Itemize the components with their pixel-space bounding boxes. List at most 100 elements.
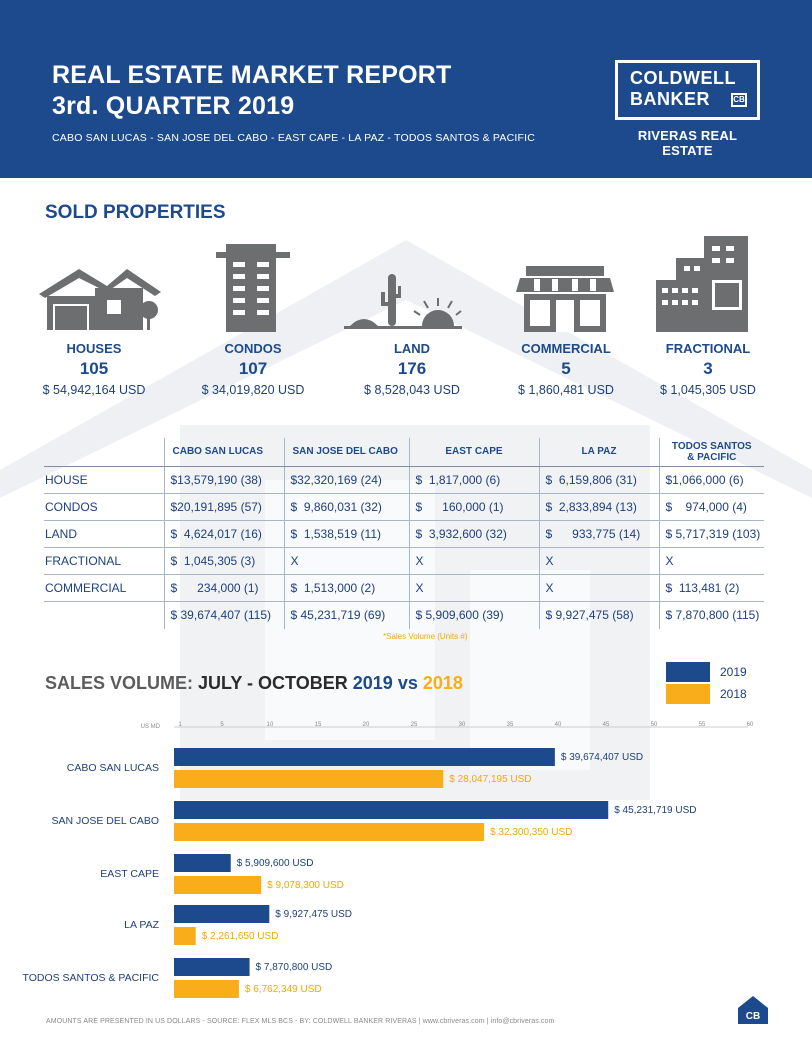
x-tick-label: 25 xyxy=(411,722,418,728)
data-label-2019: $ 7,870,800 USD xyxy=(256,962,333,973)
storefront-icon xyxy=(516,266,614,332)
category-label: TODOS SANTOS & PACIFIC xyxy=(22,972,159,984)
table-cell: X xyxy=(408,574,539,602)
category-amount: $ 34,019,820 USD xyxy=(201,383,305,397)
cb-logo-mark-icon: CB xyxy=(731,93,747,107)
table-cell: $ 4,624,017 (16) xyxy=(163,520,284,548)
table-cell: $ 234,000 (1) xyxy=(163,574,284,602)
table-row: LAND $ 4,624,017 (16) $ 1,538,519 (11) $… xyxy=(44,520,764,548)
col-header-la-paz: LA PAZ xyxy=(538,438,659,467)
row-label: FRACTIONAL xyxy=(44,547,164,575)
table-cell: X xyxy=(538,547,659,575)
row-label: LAND xyxy=(44,520,164,548)
table-cell: $ 974,000 (4) xyxy=(658,493,764,521)
category-houses: HOUSES 105 $ 54,942,164 USD xyxy=(14,341,174,397)
sales-by-region-table: CABO SAN LUCAS SAN JOSE DEL CABO EAST CA… xyxy=(44,438,764,629)
report-subtitle: CABO SAN LUCAS - SAN JOSE DEL CABO - EAS… xyxy=(52,132,535,144)
table-cell: $ 9,860,031 (32) xyxy=(283,493,409,521)
category-condos: CONDOS 107 $ 34,019,820 USD xyxy=(173,341,333,397)
table-header-row: CABO SAN LUCAS SAN JOSE DEL CABO EAST CA… xyxy=(44,438,764,467)
x-tick-label: 40 xyxy=(555,722,562,728)
row-label: COMMERCIAL xyxy=(44,574,164,602)
data-label-2018: $ 6,762,349 USD xyxy=(245,984,322,995)
sales-volume-period: JULY - OCTOBER xyxy=(198,673,348,693)
report-title-line2: 3rd. QUARTER 2019 xyxy=(52,92,295,120)
data-label-2019: $ 45,231,719 USD xyxy=(614,805,696,816)
row-label: HOUSE xyxy=(44,466,164,494)
table-cell: $ 1,817,000 (6) xyxy=(408,466,539,494)
category-label: LA PAZ xyxy=(124,919,159,931)
data-label-2018: $ 2,261,650 USD xyxy=(202,931,279,942)
logo-line-1: COLDWELL xyxy=(630,68,736,88)
total-cell: $ 9,927,475 (58) xyxy=(538,601,659,629)
col-header-east-cape: EAST CAPE xyxy=(408,438,539,467)
x-tick-label: 10 xyxy=(267,722,274,728)
category-commercial: COMMERCIAL 5 $ 1,860,481 USD xyxy=(486,341,646,397)
sales-volume-vs: vs xyxy=(397,673,418,693)
coldwell-banker-logo: COLDWELL BANKER CB xyxy=(615,60,760,120)
logo-subtitle: RIVERAS REAL ESTATE xyxy=(637,128,738,158)
logo-line-2: BANKER xyxy=(630,89,711,109)
bar-2018 xyxy=(174,876,262,894)
sales-volume-prefix: SALES VOLUME: xyxy=(45,673,199,693)
table-cell: $1,066,000 (6) xyxy=(658,466,764,494)
table-cell: $ 2,833,894 (13) xyxy=(538,493,659,521)
bar-2018 xyxy=(174,927,196,945)
sales-volume-title: SALES VOLUME: JULY - OCTOBER 2019 vs 201… xyxy=(45,673,463,694)
table-row: CONDOS $20,191,895 (57) $ 9,860,031 (32)… xyxy=(44,493,764,521)
x-tick-label: 55 xyxy=(699,722,706,728)
data-label-2019: $ 5,909,600 USD xyxy=(237,858,314,869)
x-tick-label: 45 xyxy=(603,722,610,728)
data-label-2018: $ 32,300,350 USD xyxy=(490,827,572,838)
x-tick-label: 15 xyxy=(315,722,322,728)
col-header-cabo: CABO SAN LUCAS xyxy=(163,438,284,467)
x-tick-label: 50 xyxy=(651,722,658,728)
condo-building-icon xyxy=(216,244,290,332)
sold-properties-title: SOLD PROPERTIES xyxy=(45,202,226,223)
bar-2019 xyxy=(174,905,270,923)
table-cell: $ 933,775 (14) xyxy=(538,520,659,548)
bar-2019 xyxy=(174,854,231,872)
data-label-2018: $ 28,047,195 USD xyxy=(449,774,531,785)
category-land: LAND 176 $ 8,528,043 USD xyxy=(332,341,492,397)
total-cell: $ 45,231,719 (69) xyxy=(283,601,409,629)
category-label: SAN JOSE DEL CABO xyxy=(51,815,159,827)
land-cactus-icon xyxy=(344,274,462,329)
table-cell: $ 3,932,600 (32) xyxy=(408,520,539,548)
bar-2019 xyxy=(174,958,250,976)
category-label: EAST CAPE xyxy=(100,868,159,880)
row-label: CONDOS xyxy=(44,493,164,521)
x-tick-label: 20 xyxy=(363,722,370,728)
bar-2018 xyxy=(174,980,239,998)
table-cell: X xyxy=(408,547,539,575)
table-row: FRACTIONAL $ 1,045,305 (3) X X X X xyxy=(44,547,764,575)
table-cell: $ 160,000 (1) xyxy=(408,493,539,521)
category-name: FRACTIONAL xyxy=(665,341,751,356)
axis-unit-label: US MD xyxy=(141,724,161,730)
sales-volume-year-b: 2018 xyxy=(422,673,463,693)
category-fractional: FRACTIONAL 3 $ 1,045,305 USD xyxy=(628,341,788,397)
table-cell: $ 113,481 (2) xyxy=(658,574,764,602)
table-cell: $32,320,169 (24) xyxy=(283,466,409,494)
totals-label xyxy=(44,601,164,629)
cb-house-icon: CB xyxy=(738,996,768,1024)
table-row: HOUSE $13,579,190 (38) $32,320,169 (24) … xyxy=(44,466,764,494)
table-footnote: *Sales Volume (Units #) xyxy=(383,632,468,641)
legend-swatch-2019 xyxy=(666,662,710,682)
category-count: 3 xyxy=(703,359,713,378)
total-cell: $ 39,674,407 (115) xyxy=(163,601,284,629)
table-corner xyxy=(44,438,164,467)
bar-2018 xyxy=(174,823,485,841)
category-name: CONDOS xyxy=(224,341,282,356)
table-cell: $13,579,190 (38) xyxy=(163,466,284,494)
total-cell: $ 7,870,800 (115) xyxy=(658,601,764,629)
table-cell: $ 5,717,319 (103) xyxy=(658,520,764,548)
report-title: REAL ESTATE MARKET REPORT 3rd. QUARTER 2… xyxy=(52,60,451,122)
col-header-todos-line2: & PACIFIC xyxy=(687,451,737,463)
data-label-2018: $ 9,078,300 USD xyxy=(267,880,344,891)
col-header-sjd: SAN JOSE DEL CABO xyxy=(283,438,409,467)
table-cell: $ 1,045,305 (3) xyxy=(163,547,284,575)
table-cell: $ 6,159,806 (31) xyxy=(538,466,659,494)
col-header-todos-santos: TODOS SANTOS & PACIFIC xyxy=(658,438,764,467)
